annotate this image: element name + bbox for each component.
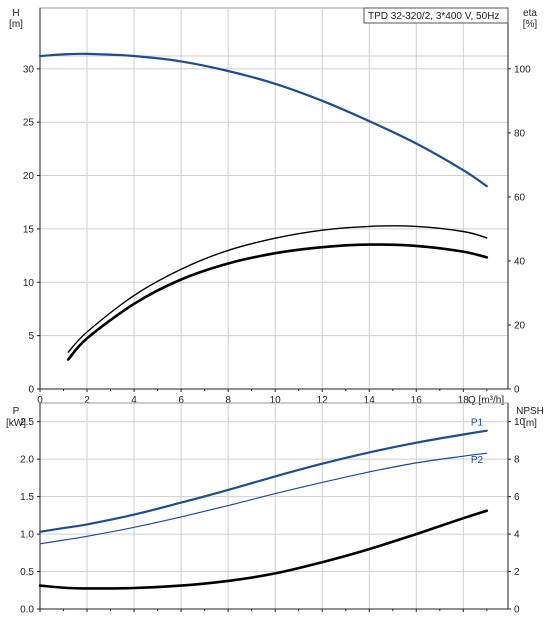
plot-frame (39, 7, 509, 390)
y2-tick-label: 40 (514, 256, 526, 267)
y2-tick-label: 8 (514, 455, 520, 466)
y2-tick-label: 20 (514, 320, 526, 331)
y2-axis-unit: [m] (523, 418, 537, 429)
y-tick-label: 1.5 (20, 492, 34, 503)
series-line-0-2 (66, 243, 489, 361)
series-line-0-1 (67, 225, 488, 353)
x-axis-label: Q [m³/h] (468, 395, 504, 406)
x-tick-label: 14 (364, 395, 376, 406)
y-axis-label: P (13, 406, 20, 417)
x-tick-label: 8 (225, 395, 231, 406)
y2-tick-label: 2 (514, 567, 520, 578)
y-axis-label: H (12, 8, 19, 19)
series-line-0-0 (38, 52, 488, 188)
y2-tick-label: 100 (514, 64, 531, 75)
y-tick-label: 2.5 (20, 417, 34, 428)
y2-tick-label: 60 (514, 192, 526, 203)
y-tick-label: 25 (23, 118, 35, 129)
x-tick-label: 4 (131, 395, 137, 406)
y-tick-label: 15 (23, 224, 35, 235)
y2-tick-label: 0 (514, 605, 520, 616)
series-line-1-2 (38, 509, 489, 590)
series-label-p2: P2 (471, 455, 484, 466)
y2-tick-label: 4 (514, 530, 520, 541)
y-tick-label: 2.0 (20, 455, 34, 466)
y-tick-label: 1.0 (20, 530, 34, 541)
series-label-p1: P1 (471, 418, 484, 429)
plot-frame (39, 402, 509, 610)
y-tick-label: 5 (28, 331, 34, 342)
head-efficiency-panel: 0 2 4 6 8 10 12 14 16 18 0 5 10 15 20 25 30 0 20 40 60 80 100 H… (9, 7, 538, 406)
series-line-p2 (39, 452, 488, 545)
x-tick-label: 6 (178, 395, 184, 406)
y2-tick-label: 80 (514, 128, 526, 139)
y-tick-label: 0.0 (20, 605, 34, 616)
y-tick-label: 0 (28, 385, 34, 396)
x-tick-label: 10 (270, 395, 282, 406)
y2-axis-label: NPSH (516, 406, 544, 417)
x-tick-label: 12 (317, 395, 329, 406)
y-tick-label: 0.5 (20, 567, 34, 578)
y2-tick-label: 10 (514, 417, 526, 428)
y-tick-label: 10 (23, 278, 35, 289)
y-axis-unit: [m] (9, 19, 23, 30)
y2-axis-label: eta (523, 8, 537, 19)
y-axis-unit: [kW] (6, 418, 26, 429)
series-line-p1 (38, 429, 488, 533)
power-npsh-panel: 0.0 0.5 1.0 1.5 2.0 2.5 0 2 4 6 8 10 P[kW] NPSH[m] P1 P… (6, 402, 544, 616)
chart-title: TPD 32-320/2, 3*400 V, 50Hz (368, 11, 499, 22)
y2-axis-unit: [%] (523, 19, 538, 30)
x-tick-label: 18 (458, 395, 470, 406)
y2-tick-label: 0 (514, 385, 520, 396)
y-tick-label: 30 (23, 64, 35, 75)
chart-title-box (363, 7, 509, 24)
x-tick-label: 0 (37, 395, 43, 406)
y2-tick-label: 6 (514, 492, 520, 503)
y-tick-label: 20 (23, 171, 35, 182)
x-tick-label: 16 (411, 395, 423, 406)
x-tick-label: 2 (84, 395, 90, 406)
